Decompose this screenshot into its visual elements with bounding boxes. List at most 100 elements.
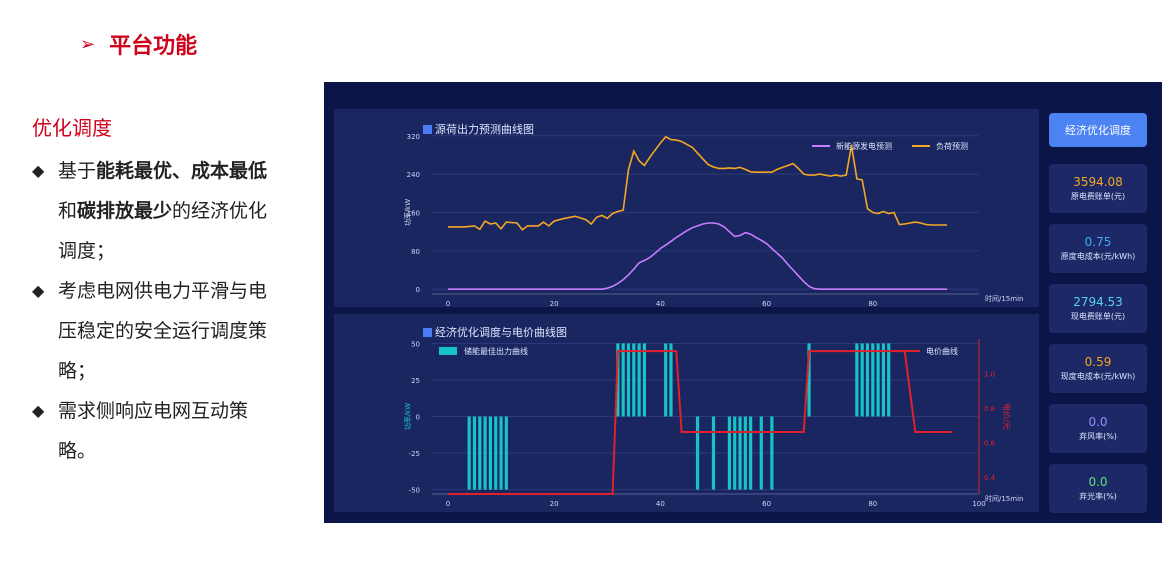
bullet-item: ◆ 需求侧响应电网互动策略。 (32, 391, 292, 471)
storage-bar (865, 343, 870, 417)
stat-card-wind-curtailment: 0.0 弃风率(%) (1049, 404, 1147, 453)
storage-bar (759, 416, 763, 490)
legend-label: 新能源发电预测 (836, 141, 892, 151)
stat-label: 原度电成本(元/kWh) (1060, 252, 1136, 261)
storage-bar (621, 343, 625, 417)
stat-card-new-unit-cost: 0.59 现度电成本(元/kWh) (1049, 344, 1147, 393)
price-line (447, 350, 953, 495)
x-tick-label: 0 (446, 500, 450, 508)
dashboard-screenshot: 源荷出力预测曲线图 0 80 160 240 320 0 20 40 60 80 时间/15min 功… (324, 82, 1162, 523)
stat-value: 3594.08 (1073, 175, 1123, 189)
storage-bar (711, 416, 716, 490)
storage-bar (626, 343, 631, 417)
section-heading: 优化调度 (32, 116, 112, 140)
y2-tick-label: 1.0 (984, 370, 995, 378)
legend-label: 负荷预测 (936, 141, 968, 151)
storage-bar (695, 416, 700, 490)
y2-axis-label: 电价/元 (1002, 403, 1012, 430)
diamond-bullet-icon: ◆ (32, 401, 45, 420)
legend-label: 电价曲线 (926, 346, 958, 356)
y-tick-label: 320 (407, 133, 420, 141)
storage-bar (876, 343, 880, 417)
storage-bar (855, 343, 859, 417)
storage-bar (632, 343, 636, 417)
y2-tick-label: 0.8 (984, 405, 995, 413)
forecast-chart-panel: 源荷出力预测曲线图 0 80 160 240 320 0 20 40 60 80 时间/15min 功… (334, 109, 1039, 307)
forecast-chart-title: 源荷出力预测曲线图 (423, 121, 534, 137)
bullet-text: 考虑电网供电力平滑与电压稳定的安全运行调度策略； (58, 280, 268, 382)
feature-description: 优化调度 ◆ 基于能耗最优、成本最低和碳排放最少的经济优化调度； ◆ 考虑电网供… (32, 112, 292, 471)
x-axis-label: 时间/15min (985, 294, 1023, 303)
dispatch-chart-panel: 经济优化调度与电价曲线图 -50 -25 0 25 50 0 20 40 60 80 100 0.4 0… (334, 314, 1039, 512)
y-tick-label: 0 (416, 414, 420, 422)
stat-value: 0.59 (1084, 355, 1112, 369)
economic-dispatch-button[interactable]: 经济优化调度 (1049, 113, 1147, 147)
bullet-bold-part: 、 (172, 160, 192, 182)
x-tick-label: 40 (656, 300, 665, 307)
bullet-item: ◆ 考虑电网供电力平滑与电压稳定的安全运行调度策略； (32, 271, 292, 391)
y-tick-label: -25 (409, 450, 420, 458)
bullet-text-part: 和 (58, 200, 78, 222)
diamond-bullet-icon: ◆ (32, 281, 45, 300)
storage-bar (749, 416, 753, 490)
stat-card-orig-bill: 3594.08 原电费账单(元) (1049, 164, 1147, 213)
bullet-bold-part: 成本最低 (191, 160, 268, 182)
stat-value: 0.0 (1088, 415, 1108, 429)
bullet-text-part: 的经济优化调度； (58, 200, 268, 262)
storage-bar (881, 343, 886, 417)
y-tick-label: 80 (411, 248, 420, 256)
stat-value: 0.75 (1084, 235, 1112, 249)
bullet-text: 基于能耗最优、成本最低和碳排放最少的经济优化调度； (58, 151, 268, 271)
storage-bar (727, 416, 731, 490)
stat-label: 现电费账单(元) (1070, 312, 1126, 321)
arrow-bullet-icon: ➢ (80, 33, 96, 55)
storage-bar (871, 343, 875, 417)
y-axis-label: 功率/kW (403, 199, 412, 226)
bullet-text-part: 基于 (58, 160, 97, 182)
storage-bar (733, 416, 737, 490)
stat-value: 0.0 (1088, 475, 1108, 489)
x-tick-label: 40 (656, 500, 665, 508)
bullet-text: 需求侧响应电网互动策略。 (58, 400, 249, 462)
storage-bar (669, 343, 673, 417)
x-tick-label: 60 (762, 500, 771, 508)
y-tick-label: -50 (409, 487, 420, 495)
x-tick-label: 100 (972, 500, 985, 508)
slide-title-text: 平台功能 (109, 34, 198, 59)
storage-bar (494, 416, 498, 490)
diamond-bullet-icon: ◆ (32, 161, 45, 180)
y-tick-label: 50 (411, 340, 420, 348)
legend-label: 储能最佳出力曲线 (464, 346, 528, 356)
bullet-item: ◆ 基于能耗最优、成本最低和碳排放最少的经济优化调度； (32, 151, 292, 271)
y-tick-label: 160 (407, 210, 420, 218)
storage-bar (483, 416, 487, 490)
y-tick-label: 240 (407, 171, 420, 179)
x-tick-label: 80 (868, 500, 877, 508)
storage-bar (616, 343, 620, 417)
y-axis-label: 功率/kW (403, 403, 412, 430)
storage-bar (467, 416, 471, 490)
storage-bar (478, 416, 482, 490)
storage-bar (637, 343, 641, 417)
series-line-2 (447, 135, 948, 231)
storage-bar (504, 416, 508, 490)
y-tick-label: 0 (416, 286, 420, 294)
storage-bar (472, 416, 477, 490)
dispatch-chart: -50 -25 0 25 50 0 20 40 60 80 100 0.4 0.6 0.8 1.0 时间/15… (403, 339, 1023, 508)
x-tick-label: 60 (762, 300, 771, 307)
storage-bar (499, 416, 503, 490)
storage-bar (738, 416, 742, 490)
legend-swatch (439, 347, 457, 355)
storage-bar (488, 416, 493, 490)
storage-bar (743, 416, 747, 490)
stat-card-orig-unit-cost: 0.75 原度电成本(元/kWh) (1049, 224, 1147, 273)
title-square-icon (423, 124, 432, 134)
storage-bar (860, 343, 864, 417)
bullet-bold-part: 能耗最优 (96, 160, 173, 182)
stat-value: 2794.53 (1073, 295, 1123, 309)
storage-bar (664, 343, 668, 417)
dispatch-chart-title: 经济优化调度与电价曲线图 (423, 324, 567, 340)
dispatch-chart-title-text: 经济优化调度与电价曲线图 (435, 326, 567, 339)
storage-bar (887, 343, 891, 417)
x-axis-label: 时间/15min (985, 494, 1023, 503)
